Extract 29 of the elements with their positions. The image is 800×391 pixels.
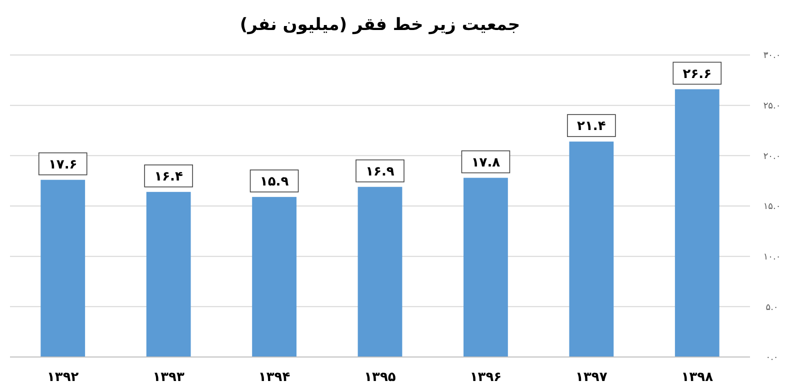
bar bbox=[40, 180, 86, 357]
bar bbox=[674, 89, 720, 357]
x-tick-label: ۱۳۹۵ bbox=[364, 370, 396, 385]
bar bbox=[358, 186, 402, 357]
data-label: ۱۶.۹ bbox=[366, 164, 394, 180]
y-tick-label: ۳۰.۰ bbox=[763, 51, 781, 62]
bar bbox=[569, 142, 614, 357]
bar bbox=[252, 196, 296, 357]
y-tick-label: ۰.۰ bbox=[766, 353, 778, 364]
y-tick-label: ۱۵.۰ bbox=[763, 202, 781, 212]
data-label: ۱۶.۴ bbox=[154, 169, 184, 184]
x-tick-label: ۱۳۹۴ bbox=[258, 370, 290, 385]
data-label: ۱۷.۸ bbox=[471, 155, 500, 170]
x-tick-label: ۱۳۹۷ bbox=[576, 370, 608, 385]
data-label: ۱۷.۶ bbox=[48, 157, 78, 172]
x-tick-label: ۱۳۹۸ bbox=[681, 370, 714, 385]
bar bbox=[464, 178, 508, 357]
x-tick-label: ۱۳۹۲ bbox=[46, 370, 79, 385]
chart-title: جمعیت زیر خط فقر (میلیون نفر) bbox=[240, 15, 520, 35]
y-tick-label: ۱۰.۰ bbox=[763, 252, 781, 262]
y-tick-label: ۵.۰ bbox=[766, 302, 778, 313]
bar bbox=[146, 192, 191, 357]
y-tick-label: ۲۰.۰ bbox=[763, 152, 781, 162]
x-tick-label: ۱۳۹۳ bbox=[152, 370, 184, 385]
data-label: ۲۱.۴ bbox=[577, 119, 606, 134]
data-label: ۲۶.۶ bbox=[682, 66, 712, 82]
x-tick-label: ۱۳۹۶ bbox=[470, 370, 502, 385]
data-label: ۱۵.۹ bbox=[260, 174, 289, 190]
y-tick-label: ۲۵.۰ bbox=[763, 101, 781, 112]
